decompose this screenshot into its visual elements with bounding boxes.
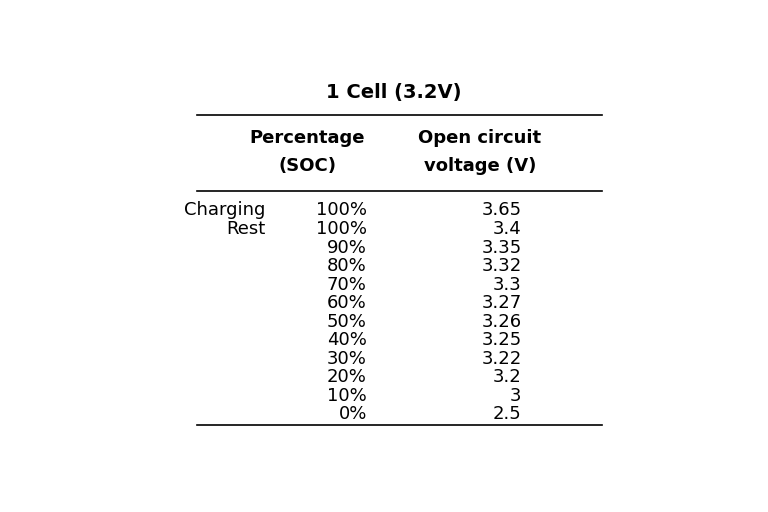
Text: 3.4: 3.4 xyxy=(493,220,521,238)
Text: 3.27: 3.27 xyxy=(482,294,521,312)
Text: 100%: 100% xyxy=(316,220,367,238)
Text: voltage (V): voltage (V) xyxy=(424,157,536,175)
Text: 40%: 40% xyxy=(327,331,367,349)
Text: 100%: 100% xyxy=(316,201,367,220)
Text: 2.5: 2.5 xyxy=(493,406,521,423)
Text: 30%: 30% xyxy=(327,350,367,368)
Text: Rest: Rest xyxy=(227,220,266,238)
Text: 3.2: 3.2 xyxy=(493,368,521,386)
Text: 0%: 0% xyxy=(339,406,367,423)
Text: 50%: 50% xyxy=(327,313,367,331)
Text: 20%: 20% xyxy=(327,368,367,386)
Text: (SOC): (SOC) xyxy=(278,157,336,175)
Text: 3.32: 3.32 xyxy=(482,257,521,275)
Text: 3.25: 3.25 xyxy=(482,331,521,349)
Text: 3.3: 3.3 xyxy=(493,275,521,293)
Text: Charging: Charging xyxy=(184,201,266,220)
Text: 3.26: 3.26 xyxy=(482,313,521,331)
Text: 60%: 60% xyxy=(327,294,367,312)
Text: Open circuit: Open circuit xyxy=(419,130,541,147)
Text: 80%: 80% xyxy=(327,257,367,275)
Text: 3.22: 3.22 xyxy=(482,350,521,368)
Text: 3.35: 3.35 xyxy=(482,239,521,257)
Text: 1 Cell (3.2V): 1 Cell (3.2V) xyxy=(326,83,462,102)
Text: 10%: 10% xyxy=(327,387,367,405)
Text: Percentage: Percentage xyxy=(250,130,365,147)
Text: 90%: 90% xyxy=(327,239,367,257)
Text: 3: 3 xyxy=(510,387,521,405)
Text: 70%: 70% xyxy=(327,275,367,293)
Text: 3.65: 3.65 xyxy=(482,201,521,220)
